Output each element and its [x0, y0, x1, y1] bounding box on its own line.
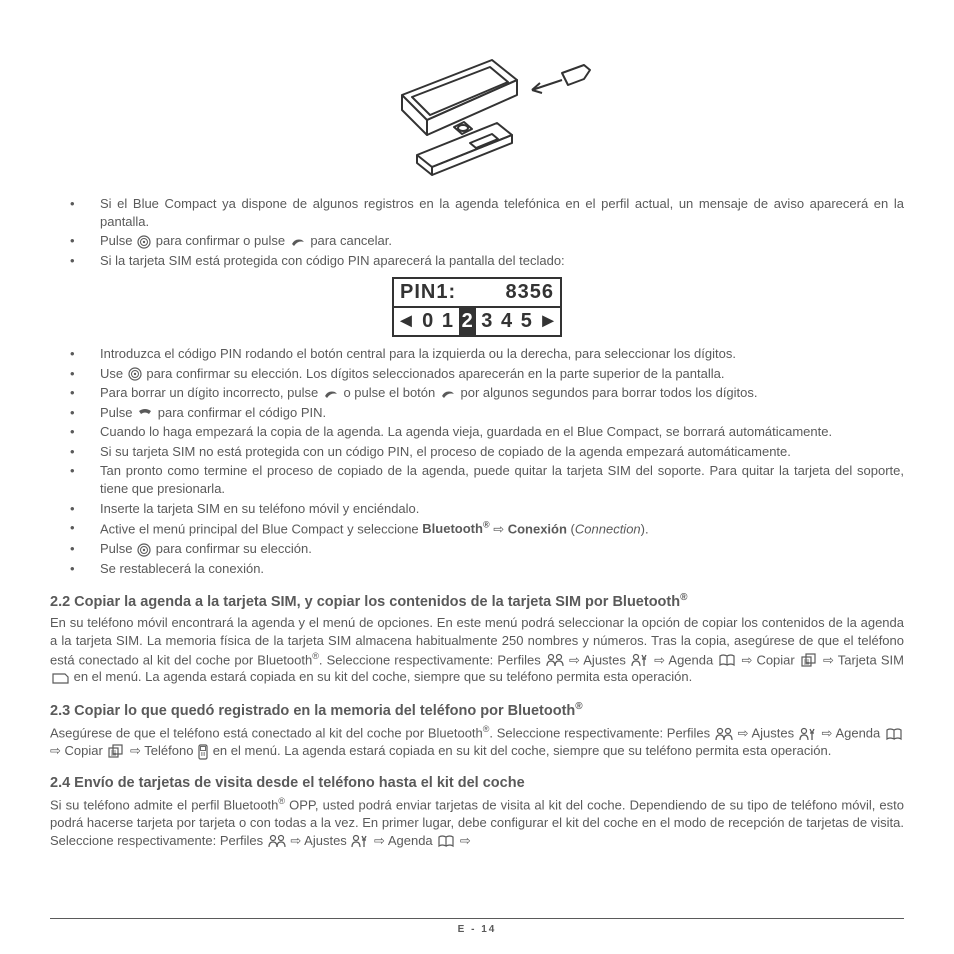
pin-label: PIN1: [400, 279, 456, 306]
section-2-2-title: 2.2 Copiar la agenda a la tarjeta SIM, y… [50, 591, 904, 612]
section-2-3-body: Asegúrese de que el teléfono está conect… [50, 723, 904, 759]
pin-digit: 4 [498, 308, 515, 335]
arrow-right-icon: ► [536, 308, 560, 335]
pin-digit: 5 [518, 308, 535, 335]
pin-digit: 0 [419, 308, 436, 335]
bullet-item: Cuando lo haga empezará la copia de la a… [100, 423, 904, 441]
bullet-item: Para borrar un dígito incorrecto, pulse … [100, 384, 904, 402]
arrow-left-icon: ◄ [394, 308, 418, 335]
bullet-list-1: Si el Blue Compact ya dispone de algunos… [50, 195, 904, 269]
pin-row-top: PIN1: 8356 [392, 277, 562, 308]
pin-digit: 1 [439, 308, 456, 335]
pin-display: PIN1: 8356 ◄ 012345 ► [50, 277, 904, 337]
section-2-4-body: Si su teléfono admite el perfil Bluetoot… [50, 795, 904, 849]
pin-value: 8356 [506, 279, 555, 306]
pin-digit: 3 [478, 308, 495, 335]
bullet-item: Pulse para confirmar o pulse para cancel… [100, 232, 904, 250]
bullet-item: Si el Blue Compact ya dispone de algunos… [100, 195, 904, 230]
bullet-item: Pulse para confirmar su elección. [100, 540, 904, 558]
bullet-item: Introduzca el código PIN rodando el botó… [100, 345, 904, 363]
bullet-item: Si la tarjeta SIM está protegida con cód… [100, 252, 904, 270]
page-footer: E - 14 [50, 918, 904, 937]
device-illustration [50, 35, 904, 185]
bullet-item: Inserte la tarjeta SIM en su teléfono mó… [100, 500, 904, 518]
section-2-2-body: En su teléfono móvil encontrará la agend… [50, 614, 904, 686]
bullet-item: Use para confirmar su elección. Los dígi… [100, 365, 904, 383]
bullet-item: Se restablecerá la conexión. [100, 560, 904, 578]
pin-digit: 2 [459, 308, 476, 335]
bullet-item: Pulse para confirmar el código PIN. [100, 404, 904, 422]
bullet-list-2: Introduzca el código PIN rodando el botó… [50, 345, 904, 577]
pin-row-digits: ◄ 012345 ► [392, 308, 562, 337]
section-2-3-title: 2.3 Copiar lo que quedó registrado en la… [50, 700, 904, 721]
page-number: E - 14 [50, 923, 904, 937]
bullet-item: Active el menú principal del Blue Compac… [100, 519, 904, 538]
section-2-4-title: 2.4 Envío de tarjetas de visita desde el… [50, 774, 904, 794]
bullet-item: Si su tarjeta SIM no está protegida con … [100, 443, 904, 461]
bullet-item: Tan pronto como termine el proceso de co… [100, 462, 904, 497]
